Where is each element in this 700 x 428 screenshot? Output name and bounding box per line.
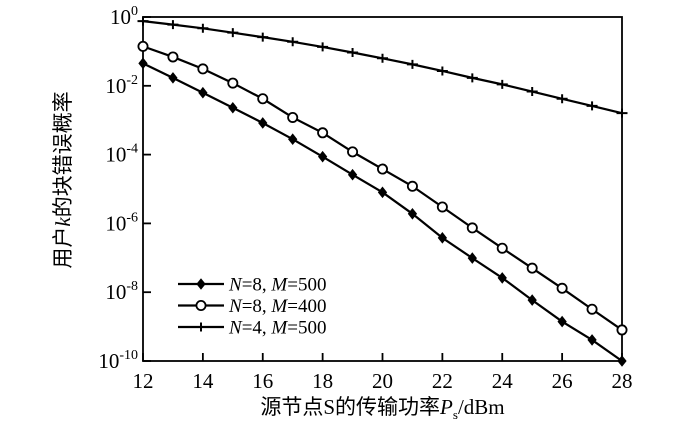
plus-marker-icon (466, 73, 478, 83)
x-tick-label: 26 (552, 369, 573, 393)
x-axis-label: 源节点S的传输功率Ps/dBm (260, 395, 504, 422)
circle-marker-icon (526, 262, 538, 274)
x-tick-label: 28 (612, 369, 633, 393)
circle-marker-icon (616, 324, 628, 336)
x-tick-label: 24 (492, 369, 514, 393)
x-tick-label: 12 (133, 369, 154, 393)
legend-plus-icon (195, 322, 207, 332)
diamond-marker-icon (288, 133, 298, 146)
diamond-marker-icon (317, 150, 328, 163)
plus-marker-icon (257, 32, 269, 42)
y-tick-label: 10-10 (98, 348, 138, 373)
legend-label: N=4, M=500 (228, 318, 326, 339)
x-tick-label: 16 (252, 369, 273, 393)
plus-marker-icon (496, 79, 508, 89)
diamond-marker-icon (467, 252, 477, 264)
diamond-marker-icon (497, 272, 507, 284)
diamond-marker-icon (557, 315, 567, 328)
diamond-marker-icon (437, 232, 448, 244)
circle-marker-icon (197, 63, 209, 75)
diamond-marker-icon (617, 355, 627, 367)
y-axis: 100 10-2 10-4 10-6 10-8 10-10 (98, 4, 151, 373)
y-tick-label: 10-8 (105, 279, 138, 304)
plus-marker-icon (227, 28, 239, 38)
plus-marker-icon (526, 87, 538, 97)
y-axis-label: 用户k的块错误概率 (51, 91, 75, 268)
circle-marker-icon (287, 111, 299, 123)
legend-item: N=8, M=400 (178, 296, 326, 317)
circle-marker-icon (137, 40, 149, 52)
legend-item: N=8, M=500 (178, 275, 326, 296)
diamond-marker-icon (347, 168, 358, 181)
circle-marker-icon (406, 180, 418, 192)
y-tick-label: 10-2 (105, 73, 138, 98)
circle-marker-icon (227, 77, 239, 89)
circle-marker-icon (496, 242, 508, 254)
legend-label: N=8, M=400 (228, 296, 326, 317)
circle-marker-icon (317, 127, 329, 139)
plus-marker-icon (436, 66, 448, 76)
plus-marker-icon (317, 42, 329, 52)
diamond-marker-icon (377, 186, 388, 199)
plus-marker-icon (586, 101, 598, 111)
diamond-marker-icon (138, 57, 148, 70)
diamond-marker-icon (168, 72, 178, 84)
circle-marker-icon (376, 163, 388, 175)
circle-marker-icon (466, 222, 478, 234)
legend-circle-icon (195, 299, 207, 311)
series-0 (138, 57, 627, 367)
plus-marker-icon (406, 59, 418, 69)
diamond-marker-icon (258, 117, 268, 129)
circle-marker-icon (436, 201, 448, 213)
legend-item: N=4, M=500 (178, 318, 326, 339)
plus-marker-icon (616, 108, 628, 118)
plus-marker-icon (197, 23, 209, 33)
x-tick-label: 22 (432, 369, 453, 393)
x-tick-label: 20 (372, 369, 393, 393)
legend-label: N=8, M=500 (228, 275, 326, 296)
plus-marker-icon (287, 37, 299, 47)
x-tick-label: 18 (312, 369, 333, 393)
plus-marker-icon (347, 47, 359, 57)
legend-diamond-icon (196, 278, 206, 290)
plus-marker-icon (556, 94, 568, 104)
circle-marker-icon (586, 303, 598, 315)
diamond-marker-icon (407, 208, 418, 220)
y-tick-label: 100 (110, 4, 138, 29)
diamond-marker-icon (198, 86, 208, 99)
circle-marker-icon (347, 146, 359, 158)
series-1 (137, 40, 628, 336)
x-tick-label: 14 (192, 369, 214, 393)
diamond-marker-icon (527, 294, 537, 306)
diamond-marker-icon (228, 101, 238, 114)
plus-marker-icon (377, 53, 388, 63)
plus-marker-icon (137, 16, 149, 26)
x-axis: 12 14 16 18 20 22 24 26 28 (133, 353, 633, 393)
series-2 (137, 16, 628, 118)
circle-marker-icon (556, 282, 568, 294)
diamond-marker-icon (587, 334, 597, 346)
circle-marker-icon (167, 51, 179, 63)
y-tick-label: 10-4 (105, 142, 138, 167)
plus-marker-icon (167, 20, 179, 30)
y-tick-label: 10-6 (105, 210, 138, 235)
circle-marker-icon (257, 93, 269, 105)
